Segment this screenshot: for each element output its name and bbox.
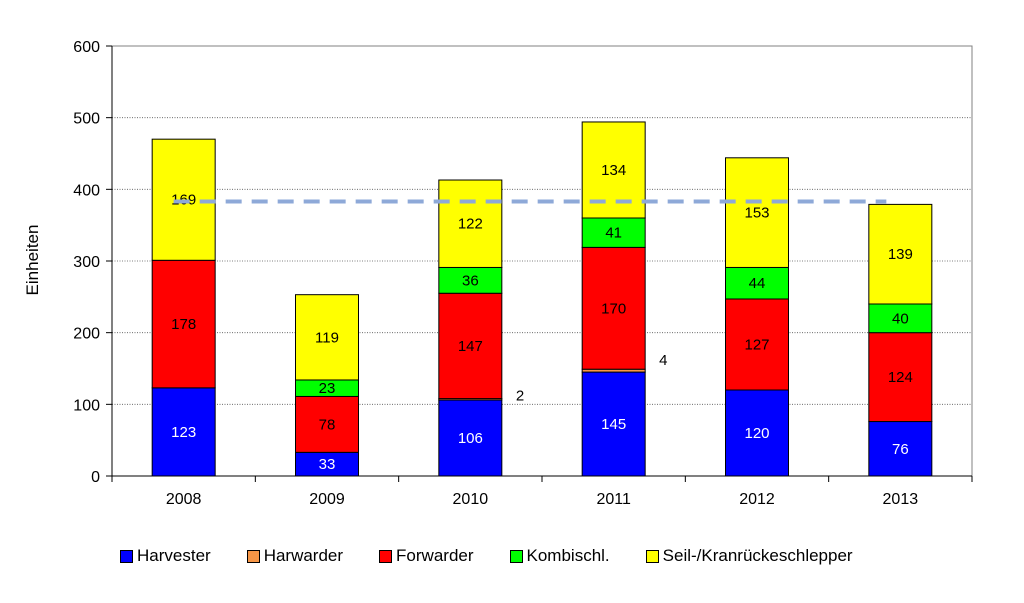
legend-label: Forwarder	[396, 546, 474, 565]
gridlines	[111, 45, 973, 477]
legend-swatch	[509, 549, 523, 563]
data-label: 76	[892, 441, 909, 458]
legend-label: Kombischl.	[526, 546, 610, 565]
y-tick-label: 600	[73, 39, 100, 56]
data-label: 127	[744, 336, 769, 353]
bars: 1231781693378231191062147361221454170411…	[151, 121, 933, 477]
y-tick-label: 0	[91, 469, 100, 486]
data-label: 123	[171, 424, 196, 441]
legend-label: Harvester	[137, 546, 211, 565]
bar-segment	[868, 203, 933, 305]
data-label: 78	[319, 416, 336, 433]
data-label: 40	[892, 310, 909, 327]
x-tick-label: 2009	[309, 491, 345, 508]
data-label: 120	[744, 425, 769, 442]
legend-item: Harwarder	[246, 546, 344, 566]
y-axis-label: Einheiten	[23, 225, 42, 296]
data-label: 145	[601, 416, 626, 433]
data-label: 33	[319, 456, 336, 473]
legend-item: Forwarder	[379, 546, 474, 566]
legend-swatch	[120, 549, 133, 563]
bar-segment	[581, 371, 646, 477]
x-tick-label: 2013	[883, 491, 919, 508]
legend-label: Seil-/Kranrückeschlepper	[662, 546, 853, 565]
data-label: 122	[458, 216, 483, 233]
legend-item: Seil-/Kranrückeschlepper	[645, 546, 853, 566]
legend: Harvester Harwarder Forwarder Kombischl. Sei…	[120, 546, 889, 566]
y-tick-label: 100	[73, 397, 100, 414]
data-label: 139	[888, 246, 913, 263]
y-axis-ticks: 0 100 200 300 400 500 600	[73, 39, 112, 486]
bar-segment	[581, 246, 646, 370]
x-tick-label: 2012	[739, 491, 775, 508]
y-tick-label: 400	[73, 182, 100, 199]
data-label: 147	[458, 338, 483, 355]
bar-segment	[581, 217, 646, 248]
x-tick-label: 2010	[453, 491, 489, 508]
x-tick-label: 2008	[166, 491, 202, 508]
bar-segment	[868, 421, 933, 477]
y-tick-label: 200	[73, 326, 100, 343]
data-label: 124	[888, 369, 913, 386]
data-label: 170	[601, 300, 626, 317]
bar-segment	[725, 298, 789, 391]
x-tick-label: 2011	[596, 491, 631, 508]
legend-swatch	[246, 549, 260, 563]
bar-segment	[725, 157, 789, 268]
data-label: 153	[744, 205, 769, 222]
x-axis-ticks: 2008 2009 2010 2011 2012 2013	[111, 46, 973, 508]
legend-swatch	[379, 549, 393, 563]
bar-segment	[151, 259, 216, 389]
bar-segment	[438, 179, 503, 268]
bar-segment	[295, 395, 359, 453]
data-label: 119	[315, 329, 339, 346]
legend-item: Harvester	[120, 546, 211, 566]
data-label: 36	[462, 272, 479, 289]
bar-segment	[438, 266, 503, 294]
data-label: 106	[458, 430, 483, 447]
bar-segment	[151, 387, 216, 477]
data-label: 2	[516, 388, 524, 405]
legend-swatch	[645, 549, 659, 563]
data-label: 134	[601, 162, 626, 179]
y-tick-label: 300	[73, 254, 100, 271]
bar-segment	[295, 294, 359, 381]
data-label: 23	[319, 380, 336, 397]
data-label: 41	[605, 225, 622, 242]
data-label: 44	[749, 275, 766, 292]
y-tick-label: 500	[73, 111, 100, 128]
data-label: 178	[171, 316, 196, 333]
bar-segment	[868, 332, 933, 423]
bar-segment	[438, 292, 503, 400]
legend-item: Kombischl.	[509, 546, 610, 566]
data-label: 4	[659, 352, 667, 369]
legend-label: Harwarder	[263, 546, 344, 565]
